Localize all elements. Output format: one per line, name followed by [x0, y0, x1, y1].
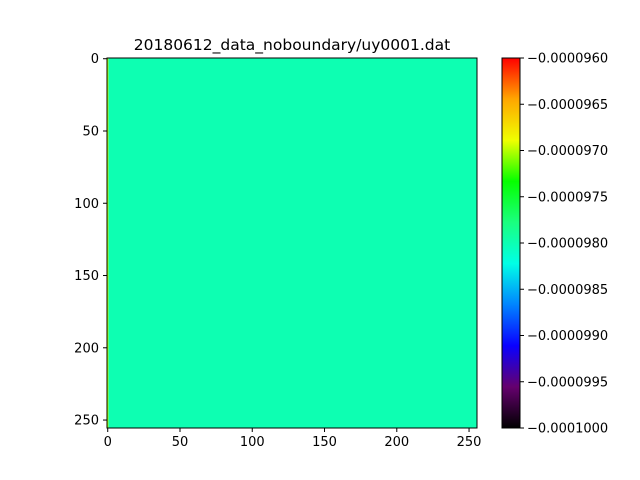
- y-tick-label: 50: [82, 124, 99, 139]
- y-tick-label: 100: [74, 197, 99, 212]
- colorbar: −0.0001000 −0.0000995 −0.0000990 −0.0000985…: [501, 52, 608, 437]
- heatmap-field-1: [108, 58, 477, 428]
- y-axis: 0 50 100 150 200 250: [74, 52, 107, 429]
- x-tick-label: 50: [172, 435, 189, 450]
- colorbar-tick-label: −0.0000960: [527, 52, 608, 67]
- y-tick-label: 150: [74, 269, 99, 284]
- colorbar-gradient: [502, 58, 520, 428]
- y-tick-label: 0: [91, 52, 99, 67]
- colorbar-tick-label: −0.0000995: [527, 375, 608, 390]
- y-tick-label: 250: [74, 414, 99, 429]
- x-tick-label: 100: [240, 435, 265, 450]
- colorbar-tick-label: −0.0001000: [527, 422, 608, 437]
- x-tick-label: 0: [104, 435, 112, 450]
- colorbar-tick-label: −0.0000970: [527, 144, 608, 159]
- x-tick-label: 250: [457, 435, 482, 450]
- colorbar-tick-label: −0.0000990: [527, 329, 608, 344]
- x-axis: 0 50 100 150 200 250: [104, 428, 482, 450]
- colorbar-tick-label: −0.0000965: [527, 98, 608, 113]
- plot-frame: [106, 57, 478, 429]
- y-tick-label: 200: [74, 341, 99, 356]
- colorbar-tick-label: −0.0000975: [527, 190, 608, 205]
- colorbar-tick-label: −0.0000985: [527, 283, 608, 298]
- colorbar-tick-label: −0.0000980: [527, 237, 608, 252]
- heatmap-area: [106, 57, 478, 429]
- heatmap-field-0: [107, 58, 109, 428]
- chart-title: 20180612_data_noboundary/uy0001.dat: [134, 36, 450, 55]
- x-tick-label: 150: [312, 435, 337, 450]
- x-tick-label: 200: [384, 435, 409, 450]
